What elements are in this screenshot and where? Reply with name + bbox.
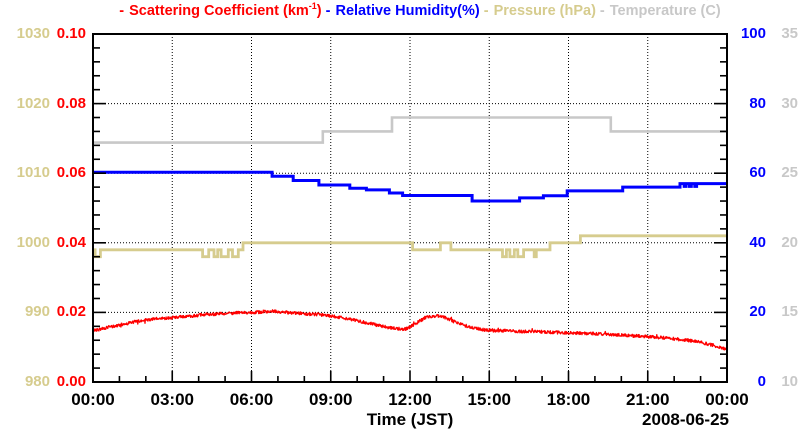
time-tick-label: 12:00 — [388, 390, 432, 409]
temperature-tick-label: 30 — [781, 94, 798, 112]
time-tick-label: 09:00 — [309, 390, 353, 409]
legend-label-temperature: Temperature (° C) — [610, 0, 721, 19]
humidity-tick-label: 40 — [749, 233, 766, 251]
pressure-tick-label: 1030 — [16, 25, 50, 42]
pressure-tick-label: 980 — [24, 373, 50, 390]
time-tick-label: 00:00 — [71, 390, 115, 409]
humidity-tick-label: 20 — [749, 303, 766, 321]
pressure-series — [93, 234, 727, 259]
legend-dash-humidity: - — [325, 3, 331, 19]
temperature-tick-label: 15 — [781, 303, 798, 321]
legend-dash-pressure: - — [483, 3, 489, 19]
scattering-tick-label: 0.00 — [56, 373, 86, 390]
humidity-series — [93, 170, 727, 203]
legend-label-pressure: Pressure (hPa) — [493, 3, 596, 19]
time-tick-label: 06:00 — [229, 390, 274, 409]
scattering-series — [92, 309, 728, 351]
plot-border — [92, 33, 728, 383]
legend-label-humidity: Relative Humidity(%) — [335, 3, 480, 19]
scattering-tick-label: 0.04 — [56, 233, 86, 251]
legend-item-pressure: - Pressure (hPa) — [484, 3, 596, 19]
temperature-tick-label: 25 — [781, 164, 798, 182]
legend-dash-scattering: - — [119, 3, 125, 19]
pressure-tick-label: 1020 — [16, 94, 50, 112]
humidity-tick-label: 100 — [740, 25, 766, 42]
temperature-series — [93, 116, 727, 144]
legend: - Scattering Coefficient (km-1) - Relative… — [40, 0, 800, 25]
humidity-tick-label: 60 — [749, 164, 766, 182]
temperature-tick-label: 10 — [781, 373, 798, 390]
scattering-tick-label: 0.08 — [56, 94, 86, 112]
date-label: 2008-06-25 — [642, 410, 729, 429]
time-tick-label: 00:00 — [705, 390, 749, 409]
time-tick-label: 18:00 — [546, 390, 591, 409]
humidity-tick-label: 0 — [757, 373, 766, 390]
x-axis-title: Time (JST) — [366, 410, 454, 429]
legend-item-temperature: - Temperature (° C) — [599, 0, 721, 19]
time-tick-label: 21:00 — [626, 390, 670, 409]
degree-c-symbol: ° C — [705, 0, 715, 19]
scattering-tick-label: 0.02 — [56, 303, 86, 321]
time-tick-label: 03:00 — [150, 390, 194, 409]
humidity-tick-label: 80 — [749, 94, 766, 112]
superscript-minus-one: -1 — [308, 1, 317, 12]
degree-icon: ° — [705, 0, 710, 7]
pressure-tick-label: 990 — [24, 303, 50, 321]
temperature-tick-label: 35 — [781, 25, 798, 42]
temperature-tick-label: 20 — [781, 233, 798, 251]
legend-dash-temperature: - — [599, 3, 605, 19]
pressure-tick-label: 1000 — [16, 233, 50, 251]
legend-label-scattering: Scattering Coefficient (km-1) — [129, 1, 322, 19]
legend-item-humidity: - Relative Humidity(%) — [326, 3, 480, 19]
time-tick-label: 15:00 — [467, 390, 511, 409]
scattering-tick-label: 0.10 — [56, 25, 86, 42]
pressure-tick-label: 1010 — [16, 164, 50, 182]
scattering-tick-label: 0.06 — [56, 164, 86, 182]
legend-item-scattering: - Scattering Coefficient (km-1) — [119, 1, 322, 19]
